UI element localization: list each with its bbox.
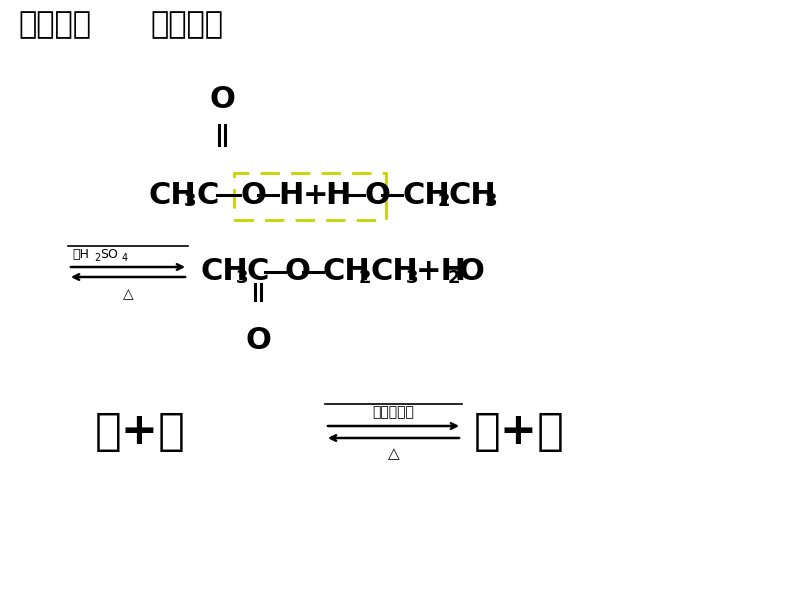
Text: CH: CH [148, 181, 196, 210]
Text: +: + [303, 181, 329, 210]
Text: 浓H: 浓H [72, 247, 89, 260]
Text: 【复习】: 【复习】 [18, 10, 91, 39]
Text: CH: CH [402, 181, 449, 210]
Text: O: O [245, 326, 271, 355]
Text: CH: CH [323, 257, 371, 287]
Text: SO: SO [100, 247, 118, 260]
Text: CH: CH [449, 181, 497, 210]
Text: O: O [458, 257, 484, 287]
Text: 酯化反应: 酯化反应 [150, 10, 223, 39]
Text: 无机酸或碱: 无机酸或碱 [372, 405, 414, 419]
Text: O: O [209, 85, 235, 114]
Text: CH: CH [370, 257, 418, 287]
Text: 3: 3 [406, 269, 418, 287]
Text: 酯+水: 酯+水 [474, 411, 565, 454]
Text: 3: 3 [184, 192, 196, 210]
Text: 2: 2 [448, 269, 461, 287]
Text: 酸+醇: 酸+醇 [95, 411, 186, 454]
Text: 2: 2 [438, 192, 450, 210]
Text: △: △ [387, 446, 399, 461]
Text: C: C [196, 181, 218, 210]
Text: △: △ [123, 287, 133, 301]
Text: C: C [247, 257, 269, 287]
Text: O: O [364, 181, 390, 210]
Text: 2: 2 [94, 253, 100, 263]
Text: 4: 4 [122, 253, 128, 263]
Text: +H: +H [416, 257, 467, 287]
Text: H: H [278, 181, 303, 210]
Text: H: H [325, 181, 350, 210]
Text: O: O [240, 181, 266, 210]
Text: 3: 3 [236, 269, 249, 287]
Text: 2: 2 [359, 269, 372, 287]
Text: O: O [285, 257, 311, 287]
Text: 3: 3 [485, 192, 498, 210]
Text: CH: CH [200, 257, 248, 287]
